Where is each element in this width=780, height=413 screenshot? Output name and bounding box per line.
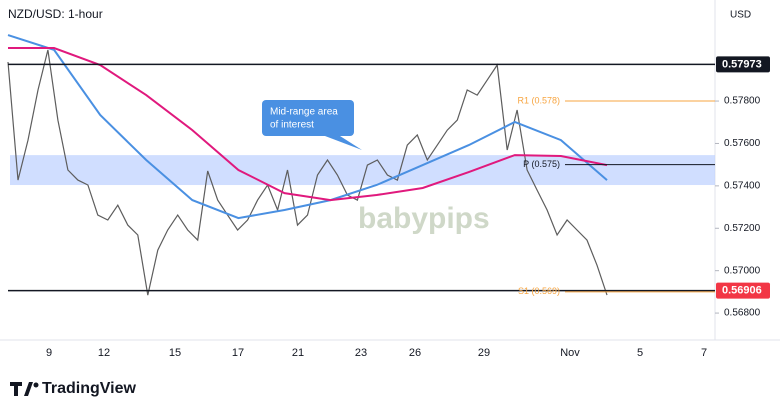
pivot-label: S1 (0.569) — [518, 286, 560, 296]
x-tick-label: 15 — [169, 347, 181, 359]
series-line — [8, 47, 608, 202]
brand: TradingView — [42, 380, 137, 397]
y-tick-label: 0.57600 — [724, 138, 761, 149]
level-label: 0.57973 — [722, 58, 762, 70]
series-line — [7, 49, 608, 296]
annotation-text: of interest — [270, 120, 314, 131]
x-tick-label: 23 — [355, 347, 367, 359]
level-badge — [716, 56, 770, 73]
annotation-text: Mid-range area — [270, 107, 338, 118]
y-tick-label: 0.57800 — [724, 96, 761, 107]
x-tick-label: 12 — [98, 347, 110, 359]
pivot-label: R1 (0.578) — [517, 95, 560, 105]
y-tick-label: 0.57400 — [724, 180, 761, 191]
annotation-box — [262, 100, 354, 136]
annotation-pointer — [325, 136, 362, 150]
chart-title: NZD/USD: 1-hour — [8, 7, 103, 21]
level-label: 0.56906 — [722, 285, 762, 297]
x-tick-label: 5 — [637, 347, 643, 359]
x-tick-label: 7 — [701, 347, 707, 359]
pivot-label: P (0.575) — [523, 159, 560, 169]
level-badge — [716, 282, 770, 299]
x-tick-label: 29 — [478, 347, 490, 359]
watermark: babypips — [358, 202, 490, 235]
x-tick-label: Nov — [560, 347, 580, 359]
x-tick-label: 21 — [292, 347, 304, 359]
currency: USD — [730, 10, 751, 21]
y-tick-label: 0.56800 — [724, 308, 761, 319]
x-tick-label: 17 — [232, 347, 244, 359]
y-tick-label: 0.57200 — [724, 223, 761, 234]
brand-logo — [10, 382, 39, 396]
zone — [10, 155, 715, 186]
series-line — [7, 34, 608, 220]
x-tick-label: 9 — [46, 347, 52, 359]
y-tick-label: 0.57000 — [724, 265, 761, 276]
x-tick-label: 26 — [409, 347, 421, 359]
